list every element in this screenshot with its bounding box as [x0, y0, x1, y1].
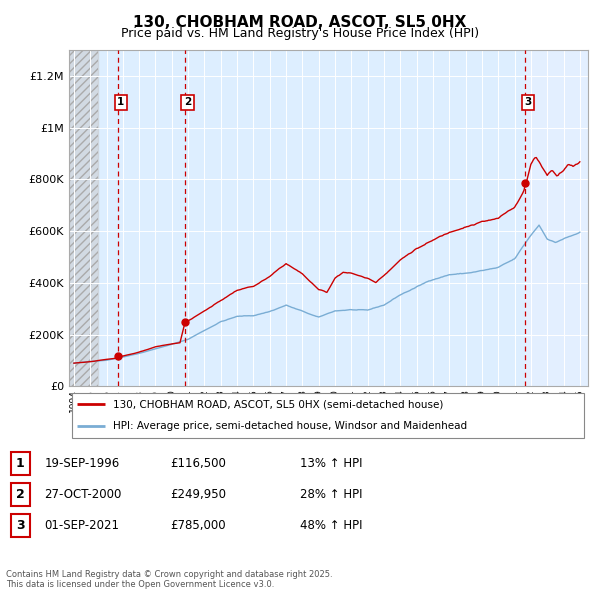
Text: 28% ↑ HPI: 28% ↑ HPI	[300, 488, 362, 501]
Text: 19-SEP-1996: 19-SEP-1996	[44, 457, 119, 470]
Text: £785,000: £785,000	[170, 519, 226, 532]
Bar	[69, 50, 98, 386]
Bar	[526, 50, 588, 386]
Text: 2: 2	[16, 488, 25, 501]
Text: Contains HM Land Registry data © Crown copyright and database right 2025.
This d: Contains HM Land Registry data © Crown c…	[6, 570, 332, 589]
Text: 27-OCT-2000: 27-OCT-2000	[44, 488, 122, 501]
Text: 3: 3	[524, 97, 532, 107]
Text: 01-SEP-2021: 01-SEP-2021	[44, 519, 119, 532]
Text: 130, CHOBHAM ROAD, ASCOT, SL5 0HX (semi-detached house): 130, CHOBHAM ROAD, ASCOT, SL5 0HX (semi-…	[113, 399, 443, 409]
FancyBboxPatch shape	[11, 514, 29, 537]
Text: £249,950: £249,950	[170, 488, 227, 501]
Text: 1: 1	[16, 457, 25, 470]
Text: £116,500: £116,500	[170, 457, 227, 470]
FancyBboxPatch shape	[11, 452, 29, 476]
Text: 3: 3	[16, 519, 25, 532]
Text: HPI: Average price, semi-detached house, Windsor and Maidenhead: HPI: Average price, semi-detached house,…	[113, 421, 467, 431]
Text: 48% ↑ HPI: 48% ↑ HPI	[300, 519, 362, 532]
Text: Price paid vs. HM Land Registry's House Price Index (HPI): Price paid vs. HM Land Registry's House …	[121, 27, 479, 40]
Bar	[69, 50, 98, 386]
Text: 13% ↑ HPI: 13% ↑ HPI	[300, 457, 362, 470]
Text: 1: 1	[117, 97, 124, 107]
Text: 130, CHOBHAM ROAD, ASCOT, SL5 0HX: 130, CHOBHAM ROAD, ASCOT, SL5 0HX	[133, 15, 467, 30]
FancyBboxPatch shape	[11, 483, 29, 506]
FancyBboxPatch shape	[71, 393, 584, 438]
Text: 2: 2	[184, 97, 191, 107]
